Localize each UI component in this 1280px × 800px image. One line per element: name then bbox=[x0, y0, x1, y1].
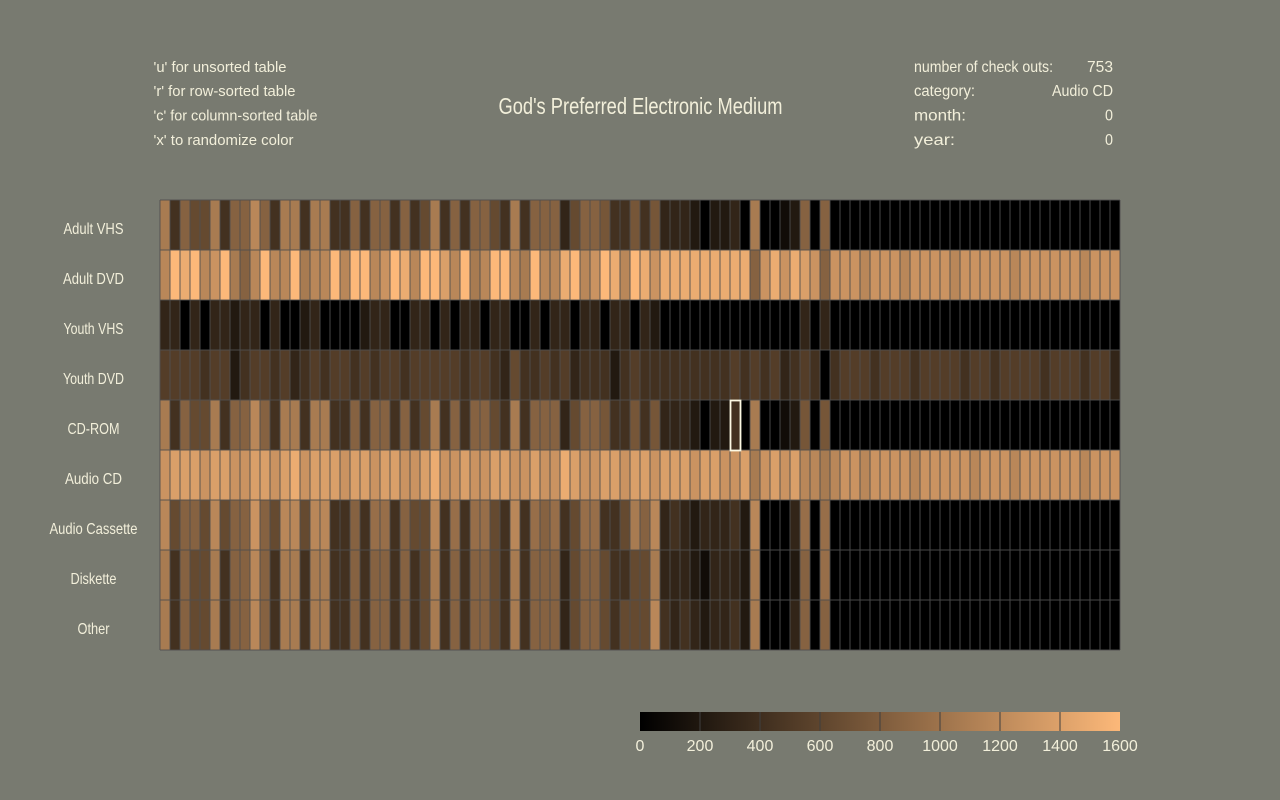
svg-text:month:: month: bbox=[914, 108, 966, 125]
svg-text:Audio Cassette: Audio Cassette bbox=[50, 521, 138, 538]
svg-text:Adult DVD: Adult DVD bbox=[63, 271, 124, 288]
svg-text:Adult VHS: Adult VHS bbox=[64, 221, 124, 238]
svg-text:'u' for unsorted table: 'u' for unsorted table bbox=[154, 59, 287, 76]
svg-text:Other: Other bbox=[78, 621, 111, 638]
svg-text:God's Preferred Electronic Med: God's Preferred Electronic Medium bbox=[499, 93, 783, 119]
svg-text:'r' for row-sorted table: 'r' for row-sorted table bbox=[154, 83, 296, 100]
svg-text:CD-ROM: CD-ROM bbox=[68, 421, 120, 438]
svg-text:Youth DVD: Youth DVD bbox=[63, 371, 124, 388]
svg-text:Audio CD: Audio CD bbox=[1052, 83, 1113, 100]
svg-text:1000: 1000 bbox=[922, 738, 958, 755]
svg-text:200: 200 bbox=[687, 738, 714, 755]
svg-text:1400: 1400 bbox=[1042, 738, 1078, 755]
svg-text:0: 0 bbox=[636, 738, 645, 755]
svg-text:400: 400 bbox=[747, 738, 774, 755]
svg-text:1600: 1600 bbox=[1102, 738, 1138, 755]
svg-text:'x' to randomize color: 'x' to randomize color bbox=[154, 132, 294, 149]
svg-text:1200: 1200 bbox=[982, 738, 1018, 755]
svg-text:600: 600 bbox=[807, 738, 834, 755]
svg-text:0: 0 bbox=[1105, 108, 1113, 125]
svg-text:0: 0 bbox=[1105, 132, 1113, 149]
svg-text:753: 753 bbox=[1087, 59, 1113, 76]
svg-text:Youth VHS: Youth VHS bbox=[64, 321, 124, 338]
svg-text:category:: category: bbox=[914, 83, 975, 100]
svg-text:800: 800 bbox=[867, 738, 894, 755]
svg-text:number of check outs:: number of check outs: bbox=[914, 59, 1053, 76]
svg-text:Audio CD: Audio CD bbox=[65, 471, 122, 488]
svg-text:year:: year: bbox=[914, 132, 955, 149]
svg-text:'c' for column-sorted table: 'c' for column-sorted table bbox=[154, 108, 318, 125]
svg-text:Diskette: Diskette bbox=[71, 571, 117, 588]
